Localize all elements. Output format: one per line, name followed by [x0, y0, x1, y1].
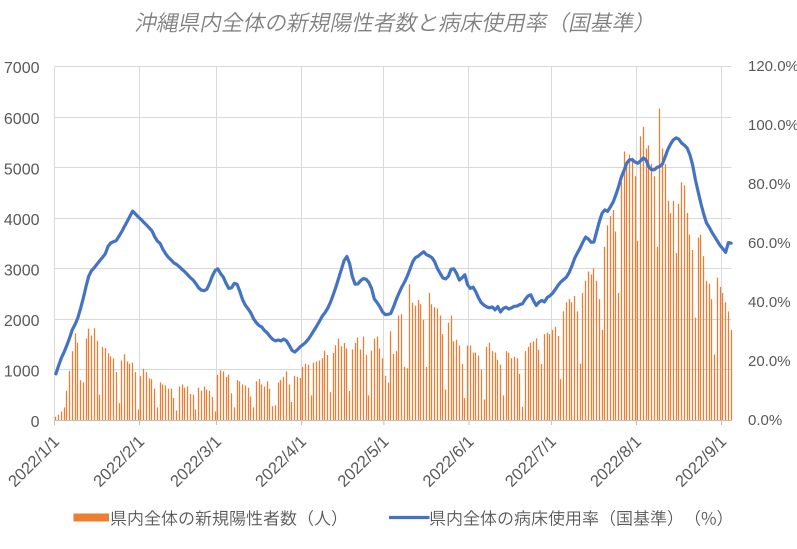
svg-text:0.0%: 0.0%	[748, 412, 782, 429]
svg-text:6000: 6000	[4, 111, 40, 128]
svg-text:120.0%: 120.0%	[748, 58, 797, 75]
svg-text:40.0%: 40.0%	[748, 294, 791, 311]
svg-text:4000: 4000	[4, 212, 40, 229]
svg-text:0: 0	[31, 414, 40, 431]
svg-text:3000: 3000	[4, 263, 40, 280]
svg-text:60.0%: 60.0%	[748, 235, 791, 252]
svg-text:2000: 2000	[4, 313, 40, 330]
svg-text:1000: 1000	[4, 364, 40, 381]
svg-text:80.0%: 80.0%	[748, 176, 791, 193]
svg-text:100.0%: 100.0%	[748, 117, 797, 134]
svg-text:7000: 7000	[4, 60, 40, 77]
svg-text:20.0%: 20.0%	[748, 353, 791, 370]
svg-text:5000: 5000	[4, 161, 40, 178]
